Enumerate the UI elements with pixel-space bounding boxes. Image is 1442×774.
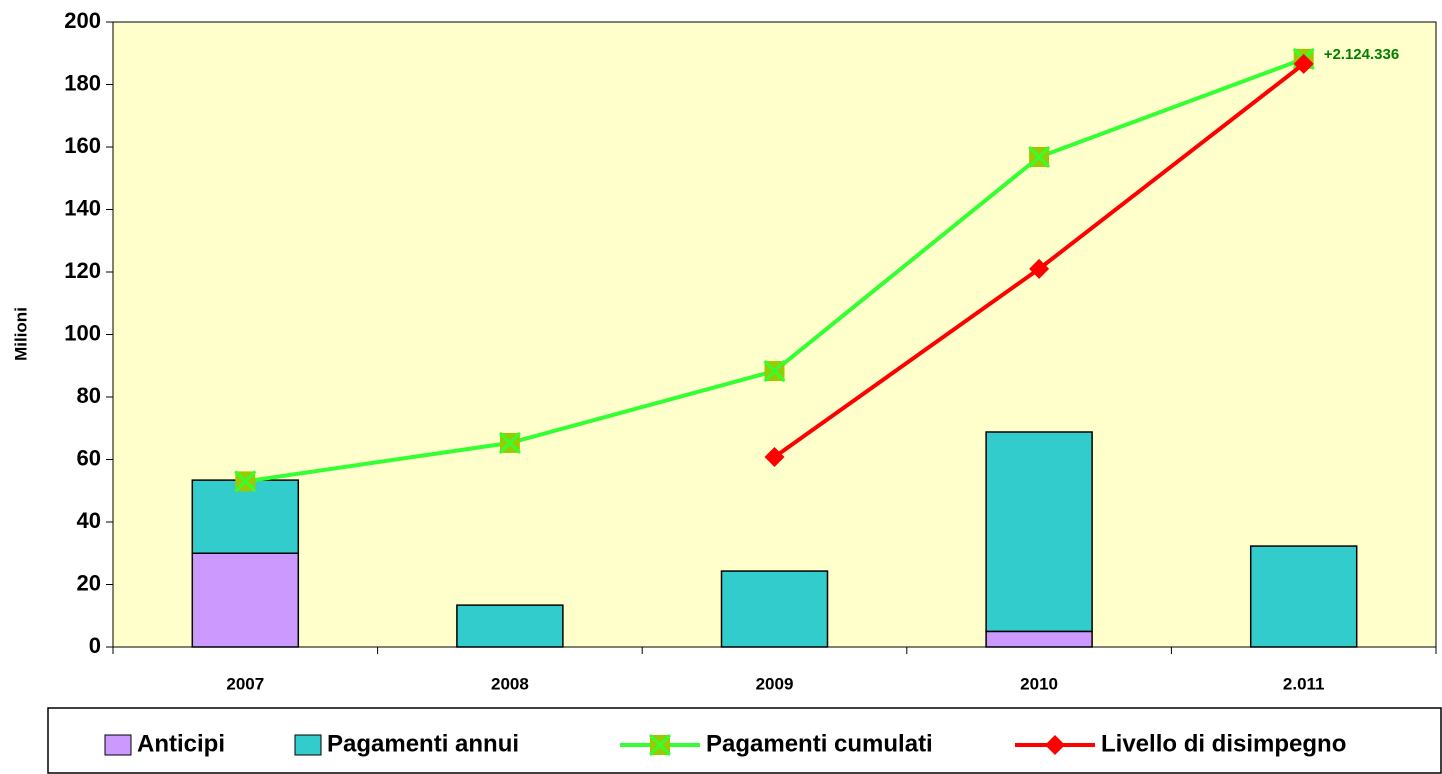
marker-x (763, 360, 786, 383)
y-tick-label: 160 (64, 133, 101, 158)
plot-area (112, 21, 1437, 648)
legend-marker (1045, 735, 1065, 755)
legend-label: Pagamenti annui (327, 730, 519, 757)
x-tick-label: 2010 (1020, 674, 1058, 693)
y-tick-label: 60 (77, 445, 101, 470)
legend-label: Anticipi (137, 730, 225, 757)
bar (1249, 545, 1358, 648)
bar (985, 630, 1093, 648)
bar (456, 604, 564, 648)
y-tick-label: 20 (77, 570, 101, 595)
line-marker (1029, 258, 1050, 279)
line-marker (763, 360, 786, 383)
bar (191, 479, 300, 554)
bar (191, 552, 300, 648)
legend-swatch (104, 734, 132, 756)
legend-swatch (294, 734, 322, 756)
y-tick-label: 180 (64, 70, 101, 95)
y-axis-label: Milioni (11, 307, 30, 361)
bar (985, 431, 1093, 633)
marker-x (498, 431, 521, 454)
annotation: +2.124.336 (1324, 46, 1400, 63)
line-marker (1028, 145, 1051, 169)
line-marker (234, 470, 257, 493)
legend-label: Pagamenti cumulati (706, 730, 933, 757)
x-tick-label: 2009 (756, 674, 794, 693)
x-tick-label: 2008 (491, 674, 529, 693)
y-tick-label: 200 (64, 8, 101, 33)
y-tick-label: 100 (64, 320, 101, 345)
marker-x (648, 733, 672, 757)
marker-x (1028, 145, 1051, 169)
y-tick-label: 40 (77, 508, 101, 533)
y-tick-label: 140 (64, 195, 101, 220)
line-marker (498, 431, 521, 454)
line-marker (1293, 53, 1314, 74)
bar (720, 570, 829, 648)
y-tick-label: 0 (89, 633, 101, 658)
y-tick-label: 120 (64, 258, 101, 283)
legend-label: Livello di disimpegno (1101, 730, 1346, 757)
y-tick-label: 80 (77, 383, 101, 408)
line-marker (764, 447, 785, 467)
x-tick-label: 2.011 (1283, 674, 1325, 693)
legend-marker (648, 733, 672, 757)
x-tick-label: 2007 (226, 674, 264, 693)
marker-x (234, 470, 257, 493)
legend-box (47, 707, 1442, 774)
